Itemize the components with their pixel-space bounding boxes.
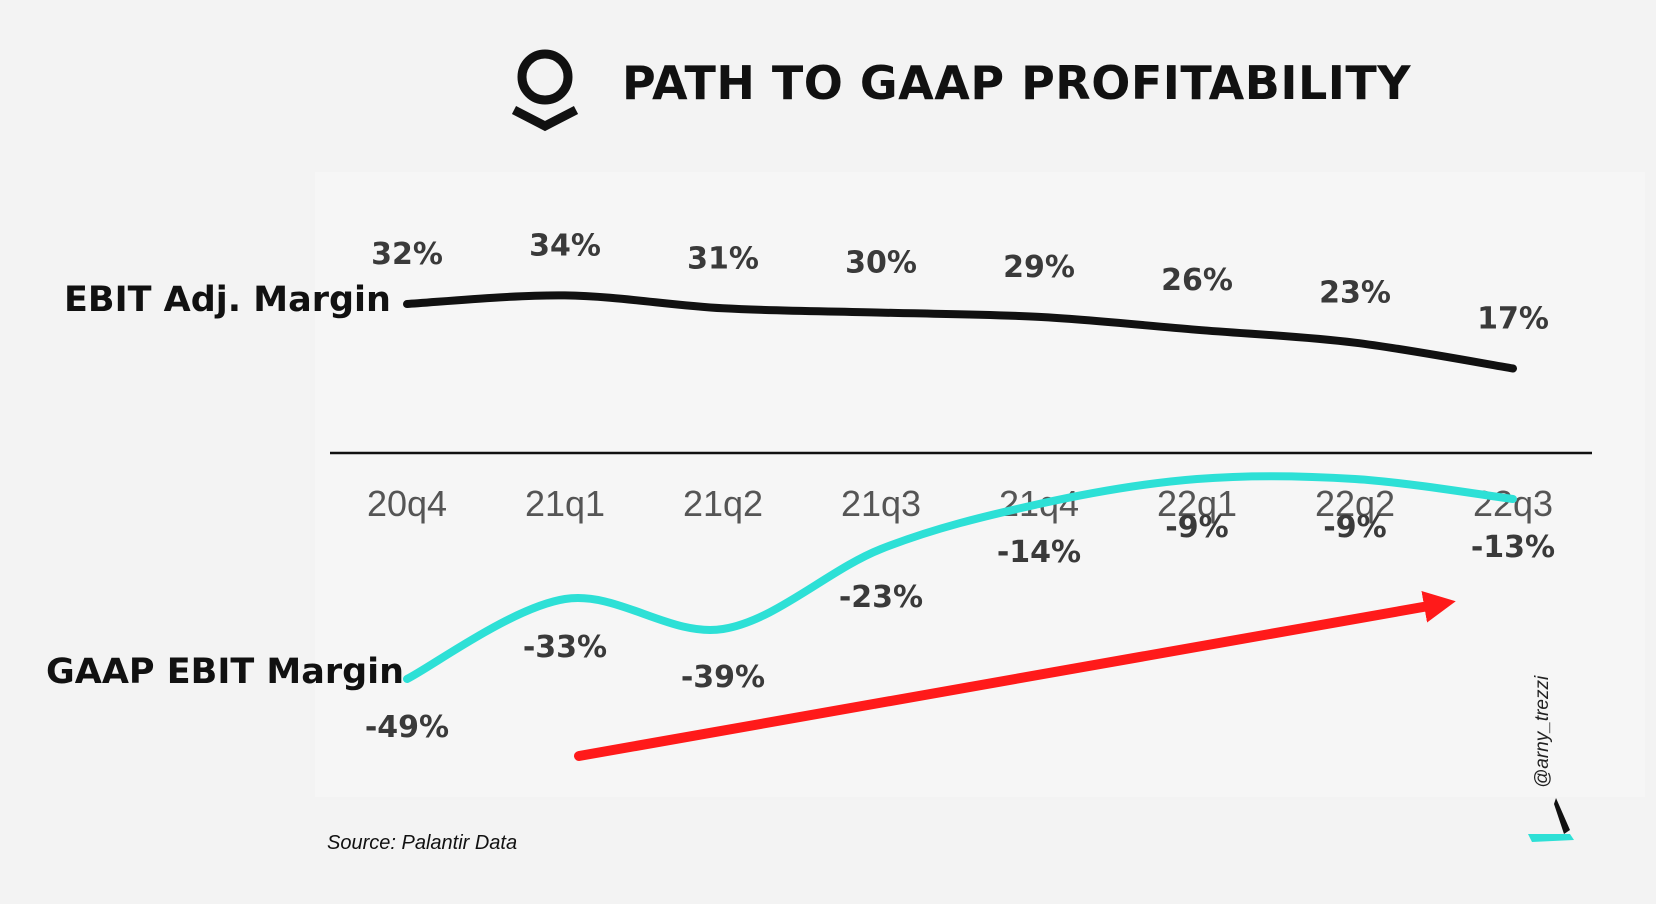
x-tick-label: 20q4 (367, 483, 447, 524)
data-label-gaap: -9% (1165, 510, 1228, 545)
trend-arrow (574, 591, 1456, 761)
data-label-adj: 26% (1161, 263, 1233, 298)
x-tick-label: 22q1 (1157, 483, 1237, 524)
series-line-gaap-ebit-margin (403, 472, 1517, 683)
data-label-gaap: -33% (523, 630, 607, 665)
data-label-gaap: -14% (997, 535, 1081, 570)
data-label-adj: 17% (1477, 302, 1549, 337)
data-label-gaap: -39% (681, 660, 765, 695)
watermark-handle: @arny_trezzi (1532, 675, 1553, 788)
palantir-logo-icon (511, 49, 579, 132)
data-label-adj: 29% (1003, 250, 1075, 285)
data-label-adj: 31% (687, 241, 759, 276)
series-label-adj: EBIT Adj. Margin (64, 280, 391, 320)
x-tick-label: 22q2 (1315, 483, 1395, 524)
data-label-gaap: -23% (839, 580, 923, 615)
x-tick-label: 21q3 (841, 483, 921, 524)
x-tick-label: 22q3 (1473, 483, 1553, 524)
page-title: PATH TO GAAP PROFITABILITY (622, 56, 1412, 110)
series-line-ebit-adj-margin (403, 291, 1517, 373)
series-label-gaap: GAAP EBIT Margin (46, 652, 405, 692)
data-label-adj: 23% (1319, 276, 1391, 311)
data-label-gaap: -9% (1323, 510, 1386, 545)
data-label-gaap: -13% (1471, 530, 1555, 565)
x-tick-label: 21q1 (525, 483, 605, 524)
x-tick-label: 21q2 (683, 483, 763, 524)
data-label-gaap: -49% (365, 710, 449, 745)
source-note: Source: Palantir Data (327, 832, 518, 854)
arny-trezzi-brand-icon (1528, 798, 1574, 842)
data-label-adj: 32% (371, 237, 443, 272)
data-label-adj: 34% (529, 228, 601, 263)
data-label-adj: 30% (845, 246, 917, 281)
